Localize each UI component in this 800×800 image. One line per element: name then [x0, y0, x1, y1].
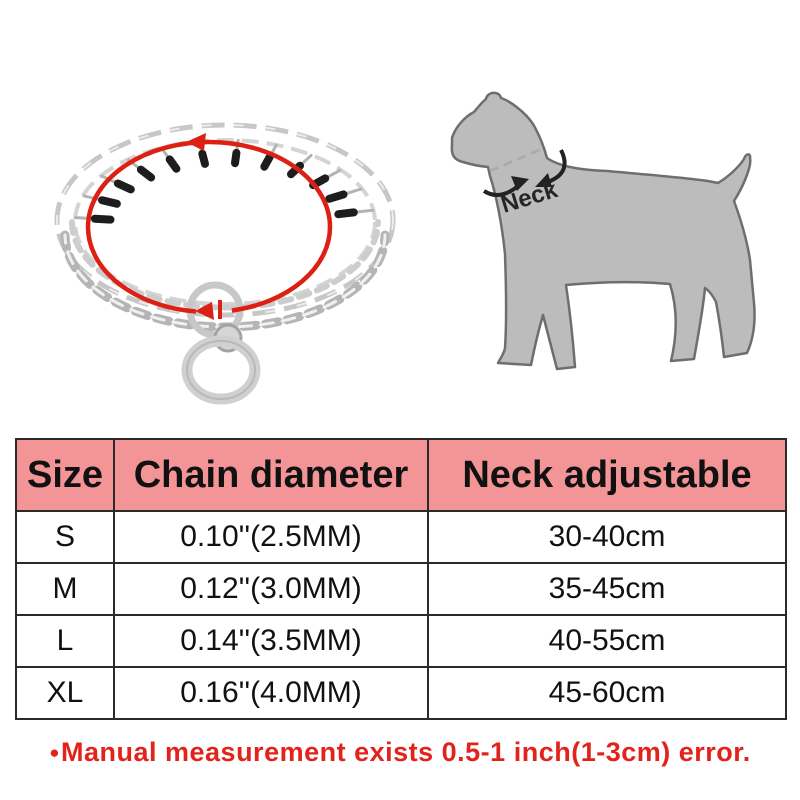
table-row: M 0.12''(3.0MM) 35-45cm: [15, 562, 787, 616]
red-circle-annotation: [85, 133, 333, 320]
neck-arrows: [482, 149, 567, 197]
row-s-neck: 30-40cm: [427, 510, 787, 564]
row-s-size: S: [15, 510, 115, 564]
size-chart-table: Size Chain diameter Neck adjustable S 0.…: [15, 438, 787, 720]
table-row: XL 0.16''(4.0MM) 45-60cm: [15, 666, 787, 720]
table-row: S 0.10''(2.5MM) 30-40cm: [15, 510, 787, 564]
row-xl-neck: 45-60cm: [427, 666, 787, 720]
header-neck-adjustable: Neck adjustable: [427, 438, 787, 512]
row-l-size: L: [15, 614, 115, 668]
header-chain-diameter: Chain diameter: [113, 438, 429, 512]
prong-collar-photo: [54, 122, 396, 405]
table-header-row: Size Chain diameter Neck adjustable: [15, 438, 787, 512]
top-arrowhead: [186, 133, 206, 151]
right-arrowhead: [535, 173, 552, 187]
row-m-neck: 35-45cm: [427, 562, 787, 616]
row-xl-size: XL: [15, 666, 115, 720]
row-s-chain-diameter: 0.10''(2.5MM): [113, 510, 429, 564]
note-text: Manual measurement exists 0.5-1 inch(1-3…: [61, 737, 751, 767]
table-row: L 0.14''(3.5MM) 40-55cm: [15, 614, 787, 668]
dog-silhouette: [450, 91, 756, 371]
bottom-arrowhead: [195, 302, 214, 320]
row-l-neck: 40-55cm: [427, 614, 787, 668]
neck-dashed-line: [489, 146, 545, 173]
row-m-chain-diameter: 0.12''(3.0MM): [113, 562, 429, 616]
row-m-size: M: [15, 562, 115, 616]
row-l-chain-diameter: 0.14''(3.5MM): [113, 614, 429, 668]
left-arrowhead: [511, 176, 529, 191]
note-bullet: ●: [49, 743, 60, 762]
row-xl-chain-diameter: 0.16''(4.0MM): [113, 666, 429, 720]
dog-neck-measurement-diagram: Neck: [450, 91, 756, 371]
measurement-error-note: ●Manual measurement exists 0.5-1 inch(1-…: [0, 737, 800, 768]
header-size: Size: [15, 438, 115, 512]
